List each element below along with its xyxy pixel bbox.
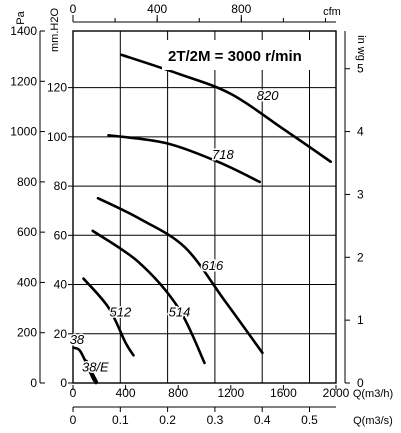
curve-label-718: 718 [212, 147, 234, 162]
curve-label-616: 616 [202, 258, 224, 273]
curve-label-820: 820 [257, 88, 279, 103]
curve-514 [91, 229, 206, 365]
cfm-tick-label: 400 [147, 2, 167, 16]
pa-tick-label: 600 [17, 225, 37, 239]
m3h-axis-title: Q(m3/h) [353, 388, 393, 400]
mmh2o-tick-label: 20 [54, 327, 68, 341]
m3h-tick-label: 400 [116, 386, 136, 400]
mmh2o-tick-label: 80 [54, 179, 68, 193]
mmh2o-tick-label: 60 [54, 228, 68, 242]
inwg-tick-label: 4 [357, 125, 364, 139]
curve-label-38: 38 [70, 332, 85, 347]
inwg-tick-label: 3 [357, 187, 364, 201]
m3h-tick-label: 0 [70, 386, 77, 400]
m3h-tick-label: 2000 [323, 386, 350, 400]
inwg-tick-label: 5 [357, 62, 364, 76]
pa-tick-label: 1000 [10, 125, 37, 139]
mmh2o-tick-label: 40 [54, 278, 68, 292]
curve-718 [107, 134, 261, 184]
pa-axis-title: Pa [15, 10, 27, 24]
m3h-tick-label: 1200 [217, 386, 244, 400]
mmh2o-tick-label: 0 [60, 376, 67, 390]
inwg-tick-label: 0 [357, 376, 364, 390]
pa-tick-label: 200 [17, 326, 37, 340]
inwg-tick-label: 1 [357, 313, 364, 327]
pa-tick-label: 800 [17, 175, 37, 189]
curve-820 [120, 53, 332, 163]
m3s-tick-label: 0.1 [112, 413, 129, 427]
title-box [162, 40, 330, 70]
m3s-tick-label: 0.5 [301, 413, 318, 427]
m3s-tick-label: 0.3 [207, 413, 224, 427]
chart-title: 2T/2M = 3000 r/min [168, 48, 302, 65]
fan-curves: 820 718 616 514 512 38 38/E [68, 53, 332, 385]
inwg-tick-label: 2 [357, 250, 364, 264]
cfm-axis-title: cfm [323, 6, 341, 18]
cfm-tick-label: 0 [70, 2, 77, 16]
pa-tick-label: 1400 [10, 24, 37, 38]
inwg-axis-title: in wg [355, 35, 367, 61]
curve-label-514: 514 [169, 304, 191, 319]
plot-frame [72, 30, 337, 384]
m3s-tick-label: 0 [70, 413, 77, 427]
pa-tick-label: 0 [30, 376, 37, 390]
curve-label-512: 512 [109, 304, 131, 319]
curve-512 [82, 277, 135, 357]
curve-label-38-e: 38/E [82, 360, 109, 375]
m3h-tick-label: 800 [168, 386, 188, 400]
mmh2o-tick-label: 100 [47, 130, 67, 144]
m3h-tick-label: 1600 [270, 386, 297, 400]
m3s-axis-title: Q(m3/s) [353, 415, 393, 427]
curve-38-e [84, 359, 98, 384]
m3s-tick-label: 0.2 [159, 413, 176, 427]
cfm-tick-label: 800 [231, 2, 251, 16]
mmh2o-axis-title: mm.H2O [49, 8, 61, 52]
axis-labels: 0200400600800100012001400Pa0204060801001… [10, 2, 393, 427]
m3s-tick-label: 0.4 [254, 413, 271, 427]
pa-tick-label: 400 [17, 275, 37, 289]
pa-tick-label: 1200 [10, 74, 37, 88]
mmh2o-tick-label: 120 [47, 81, 67, 95]
curve-616 [96, 196, 264, 355]
